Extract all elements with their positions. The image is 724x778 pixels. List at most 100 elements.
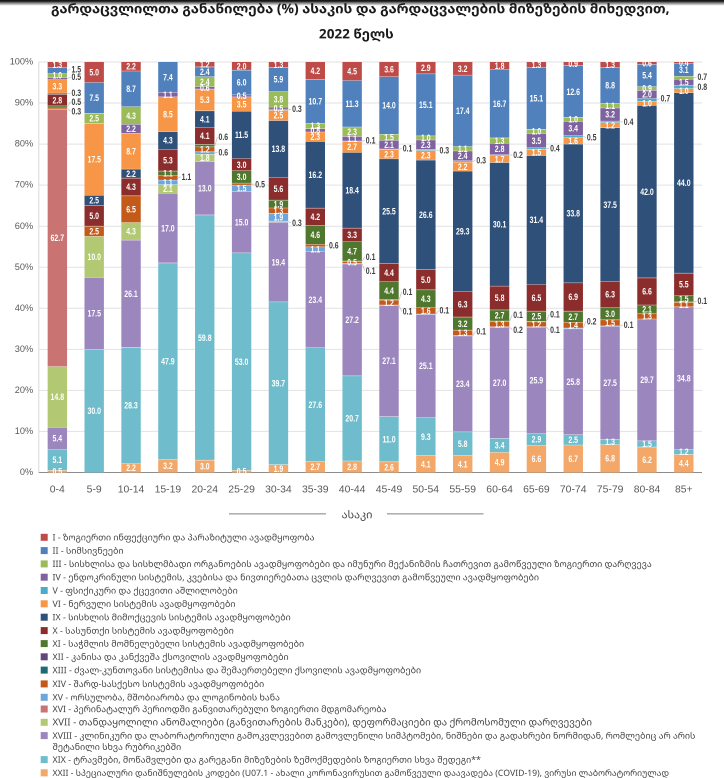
svg-text:1.9: 1.9 (274, 464, 284, 474)
svg-text:1.3: 1.3 (605, 60, 615, 70)
svg-text:1.2: 1.2 (532, 320, 542, 330)
svg-text:30.1: 30.1 (493, 220, 507, 230)
svg-text:4.7: 4.7 (347, 247, 357, 257)
svg-text:1.0: 1.0 (679, 86, 689, 96)
svg-text:3.2: 3.2 (458, 319, 468, 329)
svg-text:3.2: 3.2 (458, 64, 468, 74)
svg-text:3.3: 3.3 (347, 230, 357, 240)
svg-text:27.5: 27.5 (603, 378, 617, 388)
svg-text:0.3: 0.3 (476, 156, 486, 166)
svg-text:0.3: 0.3 (292, 104, 302, 114)
svg-text:8.7: 8.7 (126, 147, 136, 157)
svg-text:5.9: 5.9 (274, 75, 284, 85)
svg-text:60-64: 60-64 (486, 485, 513, 496)
svg-text:33.8: 33.8 (566, 209, 580, 219)
svg-text:3.2: 3.2 (605, 110, 615, 120)
svg-text:4.1: 4.1 (200, 115, 210, 125)
svg-text:1.3: 1.3 (495, 319, 505, 329)
svg-text:5.0: 5.0 (89, 211, 99, 221)
svg-text:0.6: 0.6 (219, 132, 229, 142)
svg-text:0-4: 0-4 (50, 485, 65, 496)
svg-text:11.0: 11.0 (382, 435, 396, 445)
svg-text:30%: 30% (15, 344, 33, 354)
svg-text:17.5: 17.5 (87, 155, 101, 165)
svg-text:2.5: 2.5 (568, 435, 578, 445)
svg-text:2.3: 2.3 (310, 132, 320, 142)
svg-text:1.8: 1.8 (200, 153, 210, 163)
svg-text:5.6: 5.6 (274, 184, 284, 194)
svg-text:10.7: 10.7 (309, 97, 323, 107)
svg-text:55-59: 55-59 (449, 485, 476, 496)
svg-text:17.0: 17.0 (161, 223, 175, 233)
svg-text:5-9: 5-9 (87, 485, 102, 496)
svg-text:4.4: 4.4 (384, 268, 394, 278)
svg-text:20%: 20% (15, 385, 33, 395)
svg-text:0.6: 0.6 (219, 148, 229, 158)
svg-text:29.3: 29.3 (456, 227, 470, 237)
svg-text:27.0: 27.0 (493, 378, 507, 388)
svg-text:5.5: 5.5 (679, 280, 689, 290)
svg-text:4.1: 4.1 (421, 459, 431, 469)
svg-text:6.0: 6.0 (237, 78, 247, 88)
svg-text:4.3: 4.3 (126, 227, 136, 237)
svg-text:4.6: 4.6 (310, 230, 320, 240)
svg-text:2.3: 2.3 (384, 150, 394, 160)
svg-text:2.2: 2.2 (458, 162, 468, 172)
svg-text:1.9: 1.9 (274, 199, 284, 209)
svg-text:0.2: 0.2 (513, 325, 523, 335)
svg-text:40-44: 40-44 (339, 485, 366, 496)
svg-text:0.4: 0.4 (679, 58, 689, 68)
svg-text:0.1: 0.1 (624, 320, 634, 330)
svg-text:4.2: 4.2 (310, 66, 320, 76)
svg-text:5.8: 5.8 (458, 439, 468, 449)
svg-text:6.8: 6.8 (605, 454, 615, 464)
svg-text:1.5: 1.5 (605, 318, 615, 328)
svg-text:0.4: 0.4 (624, 117, 634, 127)
svg-text:17.4: 17.4 (456, 106, 470, 116)
svg-text:3.0: 3.0 (200, 462, 210, 472)
svg-text:0.2: 0.2 (587, 316, 597, 326)
svg-text:0.6: 0.6 (200, 83, 210, 93)
svg-text:5.1: 5.1 (52, 455, 62, 465)
svg-text:4.5: 4.5 (347, 67, 357, 77)
svg-text:1.1: 1.1 (163, 178, 173, 188)
svg-text:18.4: 18.4 (345, 186, 359, 196)
svg-text:5.4: 5.4 (642, 71, 652, 81)
svg-text:0.5: 0.5 (274, 103, 284, 113)
svg-text:0.8: 0.8 (310, 126, 320, 136)
svg-text:0.3: 0.3 (72, 107, 82, 117)
svg-text:1.6: 1.6 (568, 136, 578, 146)
svg-text:12.6: 12.6 (566, 87, 580, 97)
svg-text:0.1: 0.1 (366, 136, 376, 146)
svg-text:3.2: 3.2 (163, 461, 173, 471)
svg-text:6.3: 6.3 (458, 300, 468, 310)
svg-text:0.1: 0.1 (476, 327, 486, 337)
svg-text:15-19: 15-19 (155, 485, 182, 496)
svg-text:1.1: 1.1 (679, 300, 689, 310)
svg-text:1.3: 1.3 (458, 328, 468, 338)
svg-text:6.6: 6.6 (642, 287, 652, 297)
svg-text:2.9: 2.9 (532, 435, 542, 445)
svg-text:0.5: 0.5 (255, 179, 265, 189)
svg-text:2.3: 2.3 (421, 140, 431, 150)
svg-text:5.4: 5.4 (52, 434, 62, 444)
svg-text:70%: 70% (15, 180, 33, 190)
svg-text:4.1: 4.1 (200, 131, 210, 141)
svg-text:25.8: 25.8 (566, 377, 580, 387)
svg-text:4.2: 4.2 (310, 212, 320, 222)
svg-text:20-24: 20-24 (192, 485, 219, 496)
svg-text:1.4: 1.4 (568, 320, 578, 330)
svg-text:2.2: 2.2 (126, 62, 136, 72)
svg-text:1.9: 1.9 (274, 213, 284, 223)
svg-text:30-34: 30-34 (265, 485, 292, 496)
svg-text:0.2: 0.2 (513, 150, 523, 160)
svg-text:0%: 0% (20, 467, 33, 477)
svg-text:1.1: 1.1 (347, 134, 357, 144)
svg-text:5.3: 5.3 (163, 156, 173, 166)
svg-text:11.3: 11.3 (346, 99, 360, 109)
svg-text:3.5: 3.5 (237, 99, 247, 109)
svg-text:0.1: 0.1 (403, 287, 413, 297)
svg-text:2.8: 2.8 (347, 462, 357, 472)
svg-text:0.1: 0.1 (513, 310, 523, 320)
svg-text:26.1: 26.1 (124, 289, 138, 299)
